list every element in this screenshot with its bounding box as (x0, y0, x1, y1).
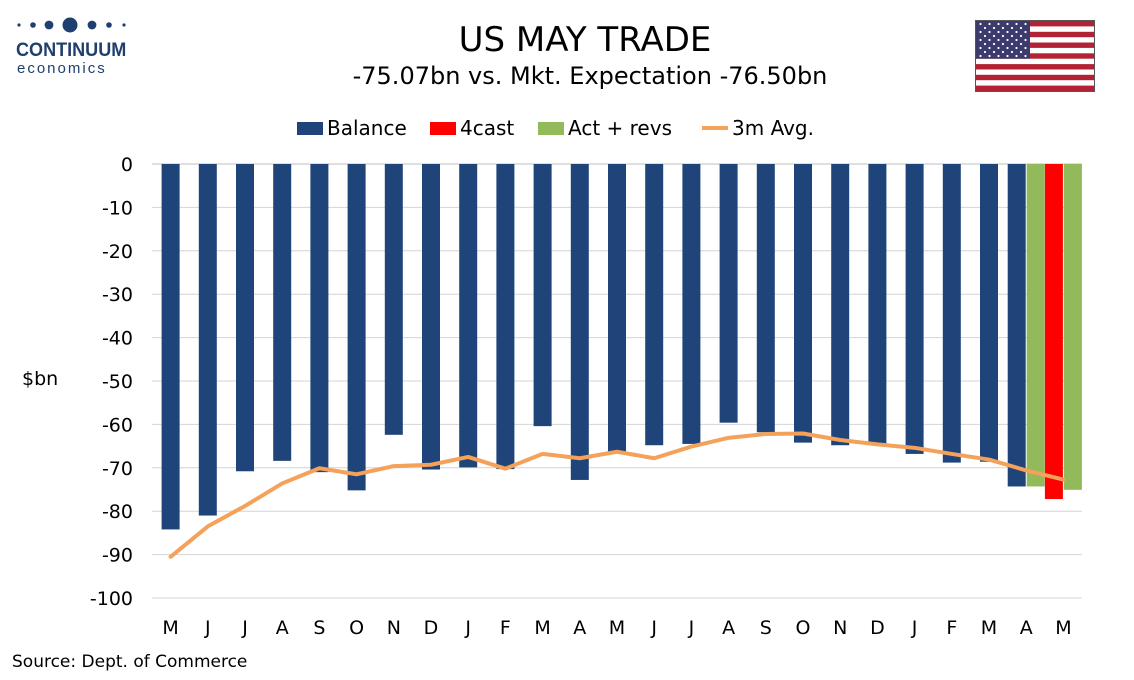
x-tick-label: F (500, 617, 511, 639)
x-tick-label: M (609, 617, 625, 639)
legend-label-3m-avg: 3m Avg. (732, 116, 814, 140)
bar-balance (868, 164, 887, 445)
x-tick-label: M (1055, 617, 1071, 639)
y-axis-label: $bn (22, 368, 59, 390)
chart-legend: Balance 4cast Act + revs 3m Avg. (0, 115, 1134, 141)
y-tick-label: -20 (102, 241, 133, 263)
bar-balance (236, 164, 254, 472)
y-tick-label: -60 (102, 414, 133, 436)
bar-balance (161, 164, 180, 530)
bar-balance (347, 164, 366, 491)
logo-dots-icon (17, 17, 126, 33)
x-tick-label: O (796, 617, 811, 639)
bar-balance (198, 164, 217, 516)
legend-label-4cast: 4cast (460, 116, 515, 140)
bar-balance (273, 164, 292, 461)
x-tick-label: O (349, 617, 364, 639)
x-tick-label: M (534, 617, 550, 639)
legend-item-3m-avg: 3m Avg. (702, 115, 814, 141)
x-tick-label: J (204, 617, 211, 639)
logo-subtitle: economics (17, 60, 107, 77)
bar-balance (570, 164, 589, 480)
bar-balance (980, 164, 998, 462)
company-logo: CONTINUUM economics (14, 14, 134, 77)
legend-swatch-act-revs (538, 121, 564, 135)
bar-balance (459, 164, 478, 468)
chart-subtitle: -75.07bn vs. Mkt. Expectation -76.50bn (352, 62, 828, 90)
x-tick-label: N (387, 617, 401, 639)
y-tick-label: -100 (90, 588, 133, 610)
line-3m-avg (168, 431, 1066, 559)
x-tick-label: J (241, 617, 248, 639)
x-tick-label: F (946, 617, 957, 639)
bar-balance (1007, 164, 1026, 487)
legend-label-act-revs: Act + revs (568, 116, 672, 140)
legend-item-4cast: 4cast (430, 115, 514, 141)
bar-balance (496, 164, 515, 470)
legend-label-balance: Balance (327, 116, 407, 140)
y-tick-label: -80 (102, 501, 133, 523)
y-tick-label: -30 (102, 284, 133, 306)
chart-title: US MAY TRADE (458, 20, 712, 60)
x-tick-label: M (981, 617, 997, 639)
bar-act-revs (1063, 164, 1082, 490)
bar-balance (794, 164, 812, 443)
bar-balance (756, 164, 775, 433)
legend-item-act-revs: Act + revs (538, 115, 672, 141)
x-tick-label: J (650, 617, 657, 639)
x-tick-label: A (276, 617, 289, 639)
bar-balance (645, 164, 664, 446)
y-tick-label: -90 (102, 545, 133, 567)
legend-swatch-3m-avg (702, 126, 728, 130)
y-tick-label: -10 (102, 197, 133, 219)
x-tick-label: A (722, 617, 735, 639)
bar-balance (682, 164, 701, 444)
y-tick-label: -50 (102, 371, 133, 393)
x-tick-label: A (1020, 617, 1033, 639)
legend-swatch-4cast (430, 121, 456, 135)
x-tick-label: J (911, 617, 918, 639)
bar-balance (384, 164, 403, 435)
x-tick-label: J (464, 617, 471, 639)
y-tick-label: -40 (102, 328, 133, 350)
x-tick-label: S (313, 617, 325, 639)
x-tick-label: S (760, 617, 772, 639)
bar-balance (831, 164, 850, 446)
x-tick-label: A (573, 617, 586, 639)
bar-balance (608, 164, 626, 452)
legend-swatch-balance (297, 121, 323, 135)
y-tick-label: 0 (121, 154, 133, 176)
bar-balance (942, 164, 961, 463)
y-tick-label: -70 (102, 458, 133, 480)
us-flag-icon (975, 20, 1095, 92)
bar-balance (422, 164, 440, 470)
bar-balance (905, 164, 924, 454)
bar-act-revs (1026, 164, 1045, 487)
x-tick-label: M (162, 617, 178, 639)
bar-balance (533, 164, 552, 427)
bar-balance (310, 164, 329, 473)
x-tick-label: J (688, 617, 695, 639)
source-note: Source: Dept. of Commerce (12, 652, 248, 672)
x-tick-label: N (833, 617, 847, 639)
bar-balance (719, 164, 738, 423)
x-tick-label: D (870, 617, 885, 639)
legend-item-balance: Balance (297, 115, 407, 141)
x-tick-label: D (424, 617, 439, 639)
bar-4cast (1044, 164, 1063, 500)
logo-name: CONTINUUM (16, 40, 127, 61)
